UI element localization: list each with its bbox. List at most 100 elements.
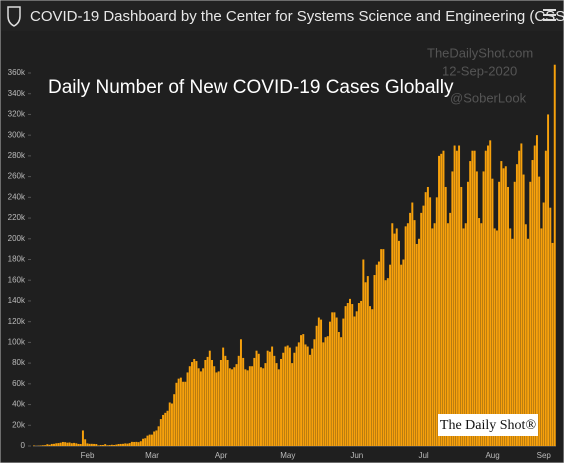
bar: [380, 249, 383, 446]
bar: [81, 430, 84, 446]
bar: [377, 261, 380, 446]
bar: [291, 363, 294, 446]
x-tick-label: Mar: [145, 451, 159, 460]
bar: [384, 280, 387, 446]
bar: [148, 434, 151, 446]
bar: [159, 419, 162, 446]
bar: [331, 312, 334, 446]
bar: [277, 369, 280, 446]
bar: [70, 443, 73, 446]
bar: [262, 368, 265, 446]
bar: [266, 350, 269, 446]
bar: [237, 355, 240, 446]
bar: [219, 360, 222, 446]
bar: [48, 444, 51, 446]
bar: [117, 444, 120, 446]
bar: [113, 444, 116, 446]
bar: [295, 346, 298, 446]
bar: [275, 363, 278, 446]
bar: [524, 224, 527, 446]
bar: [84, 439, 87, 446]
bar: [146, 435, 149, 446]
bar: [449, 212, 452, 446]
bar: [284, 346, 287, 446]
bar: [273, 355, 276, 446]
bar: [460, 186, 463, 446]
x-tick-label: Feb: [81, 451, 95, 460]
bar: [375, 264, 378, 446]
bar: [302, 334, 305, 446]
menu-icon[interactable]: [543, 9, 556, 21]
bar: [235, 364, 238, 446]
y-tick-label: 260k: [8, 172, 26, 181]
bar: [173, 394, 176, 446]
bar: [170, 403, 173, 446]
bar: [471, 150, 474, 447]
badge-box: [438, 414, 538, 436]
bar: [527, 238, 530, 446]
y-tick-label: 60k: [12, 379, 26, 388]
bar: [502, 168, 505, 447]
bar: [342, 318, 345, 446]
bar: [195, 361, 198, 446]
bar: [424, 192, 427, 446]
bar: [504, 166, 507, 446]
bar: [202, 368, 205, 446]
bar: [228, 368, 231, 446]
bar: [487, 145, 489, 446]
bar: [233, 367, 236, 446]
bar: [33, 445, 35, 446]
bar: [360, 300, 363, 446]
bar: [246, 370, 249, 446]
bar: [482, 171, 485, 447]
bar: [553, 64, 556, 446]
bar: [440, 153, 443, 447]
bar: [391, 223, 394, 446]
bar: [400, 264, 403, 446]
x-tick-label: Aug: [485, 451, 499, 460]
bar: [253, 357, 256, 446]
bar: [239, 339, 242, 446]
bar: [551, 242, 554, 446]
bar: [106, 445, 109, 446]
bar: [268, 351, 271, 446]
y-tick-label: 80k: [12, 358, 26, 367]
bar: [462, 228, 465, 446]
bar: [362, 259, 365, 446]
bar: [99, 444, 102, 446]
bar: [182, 381, 185, 446]
watermark: @SoberLook: [450, 90, 527, 105]
bar: [435, 197, 438, 446]
bar: [155, 430, 158, 446]
bar: [500, 161, 503, 446]
bar: [308, 354, 311, 446]
x-tick-label: Apr: [215, 451, 228, 460]
bar: [271, 346, 274, 446]
bar: [300, 335, 303, 446]
bar: [369, 306, 372, 446]
bar: [411, 202, 414, 446]
bar: [413, 220, 416, 446]
bar: [364, 282, 367, 446]
bar: [79, 444, 82, 446]
bar: [95, 444, 98, 446]
y-tick-label: 280k: [8, 151, 26, 160]
bar: [39, 445, 42, 446]
bar: [402, 259, 405, 446]
bar: [469, 161, 472, 446]
y-tick-label: 160k: [8, 275, 26, 284]
bar: [260, 367, 262, 446]
bar: [150, 434, 153, 446]
bar: [397, 240, 400, 446]
bar: [418, 238, 420, 446]
bar: [248, 366, 251, 446]
bar: [50, 443, 53, 446]
bar: [529, 181, 532, 446]
bar: [426, 186, 429, 446]
bar: [41, 445, 44, 446]
bar: [371, 309, 374, 446]
x-tick-label: May: [280, 451, 295, 460]
bar: [130, 441, 133, 446]
bar: [166, 410, 169, 446]
bar: [513, 181, 516, 446]
